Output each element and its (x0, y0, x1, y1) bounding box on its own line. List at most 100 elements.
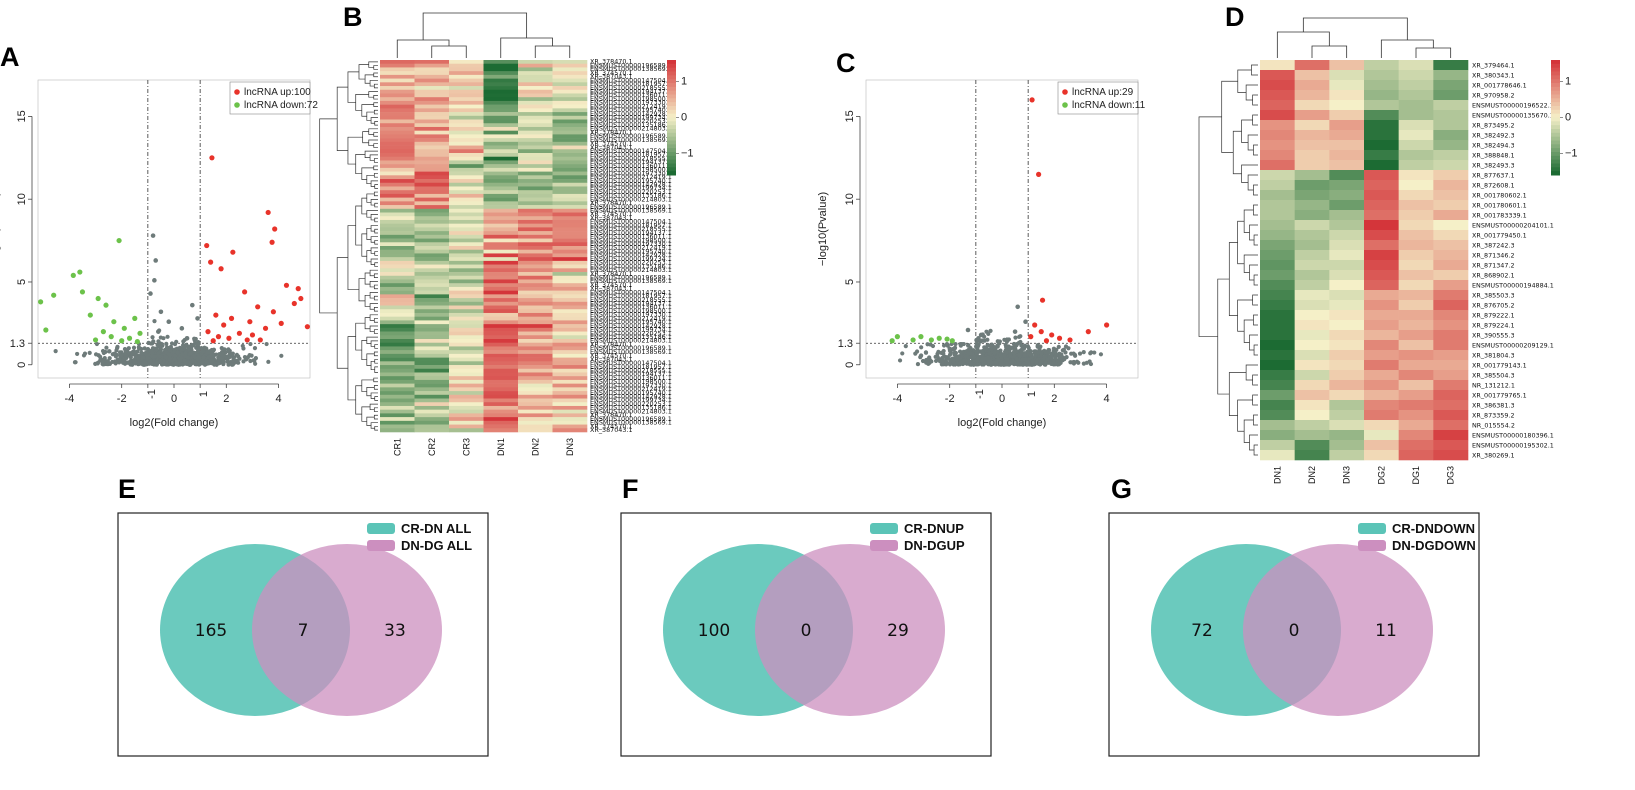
heatmap-cell (518, 182, 553, 187)
heatmap-cell (414, 186, 450, 191)
heatmap-cell (552, 193, 588, 198)
row-label: XR_868902.1 (1472, 272, 1515, 280)
ns-point (966, 347, 971, 353)
heatmap-cell (449, 164, 484, 169)
ns-point (152, 278, 157, 283)
heatmap-cell (414, 309, 450, 314)
ns-point (104, 345, 109, 350)
heatmap-cell (380, 424, 415, 429)
heatmap-cell (483, 238, 519, 243)
heatmap-cell (552, 227, 588, 232)
heatmap-cell (1398, 290, 1434, 301)
up-point (244, 337, 250, 343)
heatmap-cell (483, 186, 519, 191)
up-point (270, 309, 276, 315)
heatmap-cell (1398, 420, 1434, 431)
dendro-branch (370, 199, 378, 206)
ns-point (141, 355, 146, 360)
heatmap-cell (1329, 210, 1365, 221)
heatmap-cell (483, 275, 519, 280)
heatmap-cell (449, 283, 484, 288)
heatmap-cell (380, 305, 415, 310)
heatmap-cell (449, 126, 484, 131)
heatmap-cell (1294, 280, 1330, 291)
heatmap-cell (483, 193, 519, 198)
ns-point (179, 347, 184, 352)
heatmap-cell (483, 305, 519, 310)
heatmap-cell (414, 357, 450, 362)
heatmap-cell (414, 264, 450, 269)
heatmap-cell (414, 342, 450, 347)
heatmap-cell (1398, 90, 1434, 101)
heatmap-cell (380, 272, 415, 277)
row-label: XR_001778646.1 (1472, 82, 1527, 90)
ns-point (188, 351, 193, 356)
heatmap-cell (414, 316, 450, 321)
row-label: XR_387043.1 (590, 426, 633, 434)
heatmap-cell (414, 420, 450, 425)
heatmap-cell (483, 71, 519, 76)
row-label: ENSMUST00000212419.1 (590, 102, 672, 110)
heatmap-cell (414, 153, 450, 158)
heatmap-cell (483, 249, 519, 254)
dendro-branch (1243, 254, 1258, 273)
dendro-branch (366, 336, 378, 344)
heatmap-cell (449, 327, 484, 332)
dendro-branch (374, 121, 378, 126)
row-label: XR_872608.1 (1472, 182, 1515, 190)
row-label: ENSMUST00000198500.1 (590, 166, 672, 174)
ns-point (147, 359, 153, 364)
color-key-cell (1551, 109, 1560, 115)
dendro-branch (1380, 39, 1434, 58)
heatmap-cell (380, 268, 415, 273)
heatmap-cell (380, 156, 415, 161)
heatmap-cell (1329, 230, 1365, 241)
ns-point (163, 354, 168, 359)
color-key-cell (667, 152, 676, 157)
dendro-branch (1237, 220, 1245, 265)
heatmap-cell (552, 368, 588, 373)
heatmap-cell (1329, 120, 1365, 131)
color-key-cell (667, 90, 676, 95)
heatmap-cell (449, 145, 484, 150)
ns-point (127, 361, 133, 366)
ns-point (226, 353, 231, 359)
row-label: ENSMUST00000218555.1 (590, 84, 672, 92)
up-point (205, 329, 211, 335)
ns-point (1007, 346, 1012, 351)
heatmap-cell (552, 126, 588, 131)
heatmap-cell (449, 82, 484, 87)
heatmap-cell (1433, 350, 1469, 361)
panel-label-a: A (0, 42, 20, 72)
row-label: NR_131212.1 (1472, 382, 1515, 390)
heatmap-cell (518, 234, 553, 239)
ns-point (113, 354, 118, 359)
heatmap-cell (449, 257, 484, 262)
dendro-branch (373, 407, 378, 412)
heatmap-cell (449, 100, 484, 105)
heatmap-cell (483, 190, 519, 195)
ns-point (234, 352, 240, 357)
ns-point (1034, 358, 1040, 364)
ns-point (956, 354, 961, 359)
heatmap-cell (1433, 70, 1469, 81)
row-label: ENSMUST00000212419.1 (590, 173, 672, 181)
dendro-branch (369, 325, 378, 332)
heatmap-cell (449, 104, 484, 109)
heatmap-cell (552, 275, 588, 280)
color-key-cell (667, 109, 676, 115)
heatmap-cell (552, 361, 588, 366)
heatmap-cell (449, 353, 484, 358)
dendro-branch (1249, 224, 1258, 241)
column-label: DG2 (1376, 466, 1386, 485)
heatmap-cell (552, 335, 588, 340)
heatmap-cell (414, 234, 450, 239)
ns-point (1002, 353, 1007, 359)
row-label: XR_386381.3 (1472, 402, 1515, 410)
row-label: XR_378470.1 (590, 128, 633, 136)
ns-point (174, 339, 179, 344)
row-label: ENSMUST00000214803.1 (590, 195, 672, 203)
heatmap-cell (414, 60, 450, 65)
heatmap-cell (414, 74, 450, 79)
heatmap-cell (552, 93, 588, 98)
